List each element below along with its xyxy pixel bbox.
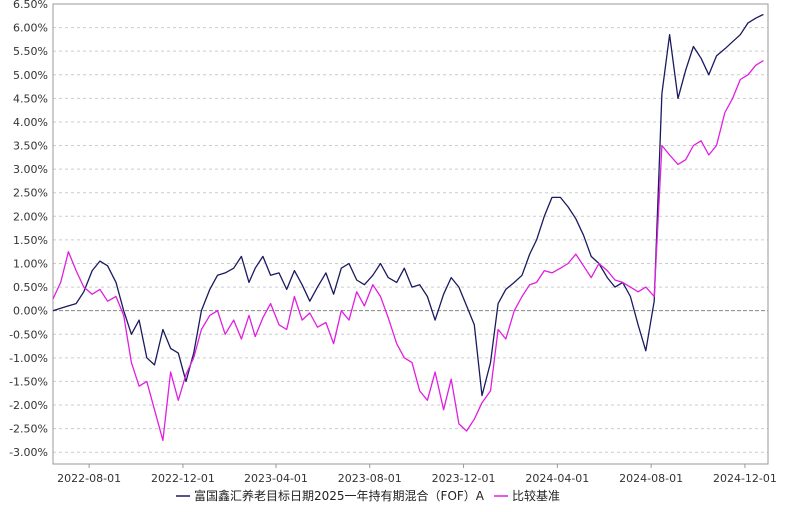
y-tick-label: 1.50% (13, 234, 48, 247)
x-tick-label: 2023-04-01 (244, 472, 308, 485)
x-tick-label: 2023-08-01 (338, 472, 402, 485)
y-tick-label: 4.50% (13, 92, 48, 105)
y-axis-ticks: 6.50% 6.00% 5.50% 5.00% 4.50% 4.00% 3.50% 3.00%… (9, 0, 48, 459)
y-tick-label: -3.00% (9, 446, 48, 459)
legend: 富国鑫汇养老目标日期2025一年持有期混合（FOF）A 比较基准 (176, 488, 560, 503)
x-tick-label: 2023-12-01 (432, 472, 496, 485)
x-axis-ticks: 2022-08-01 2022-12-01 2023-04-01 2023-08-01… (57, 464, 777, 485)
y-tick-label: 2.00% (13, 210, 48, 223)
x-tick-label: 2024-08-01 (619, 472, 683, 485)
y-tick-label: 6.50% (13, 0, 48, 11)
y-tick-label: 6.00% (13, 22, 48, 35)
y-tick-label: -1.00% (9, 352, 48, 365)
x-tick-label: 2024-12-01 (713, 472, 777, 485)
legend-label-benchmark: 比较基准 (512, 488, 560, 503)
y-tick-label: -0.50% (9, 328, 48, 341)
y-tick-label: 1.00% (13, 257, 48, 270)
gridlines (53, 3, 768, 453)
plot-frame (52, 3, 769, 465)
series-line-fund (52, 13, 764, 397)
y-tick-label: 3.00% (13, 163, 48, 176)
y-tick-label: 2.50% (13, 187, 48, 200)
y-tick-label: -2.50% (9, 423, 48, 436)
legend-label-fund: 富国鑫汇养老目标日期2025一年持有期混合（FOF）A (194, 488, 485, 503)
y-tick-label: -1.50% (9, 375, 48, 388)
x-tick-label: 2024-04-01 (525, 472, 589, 485)
y-tick-label: 3.50% (13, 140, 48, 153)
x-tick-label: 2022-08-01 (57, 472, 121, 485)
y-tick-label: 5.50% (13, 45, 48, 58)
y-tick-label: 0.00% (13, 305, 48, 318)
x-tick-label: 2022-12-01 (151, 472, 215, 485)
y-tick-label: 5.00% (13, 69, 48, 82)
y-tick-label: -2.00% (9, 399, 48, 412)
y-tick-label: 0.50% (13, 281, 48, 294)
series-line-benchmark (52, 60, 764, 442)
series-lines (52, 13, 764, 442)
y-tick-label: 4.00% (13, 116, 48, 129)
